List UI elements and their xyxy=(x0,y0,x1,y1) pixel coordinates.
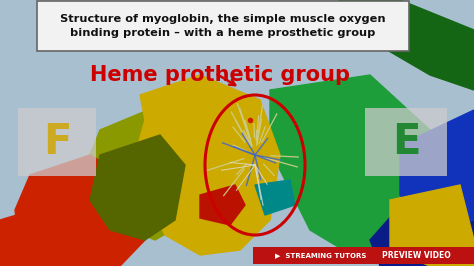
Polygon shape xyxy=(90,105,210,240)
FancyBboxPatch shape xyxy=(37,1,409,51)
Text: F: F xyxy=(43,121,71,163)
Polygon shape xyxy=(400,110,474,230)
Polygon shape xyxy=(270,75,440,260)
Bar xyxy=(18,108,96,176)
Bar xyxy=(253,247,474,264)
Text: Heme prothetic group: Heme prothetic group xyxy=(90,65,350,85)
Polygon shape xyxy=(320,0,474,90)
Text: PREVIEW VIDEO: PREVIEW VIDEO xyxy=(382,251,450,260)
Polygon shape xyxy=(255,180,295,215)
Polygon shape xyxy=(200,185,245,225)
Polygon shape xyxy=(90,135,185,240)
Polygon shape xyxy=(0,205,80,266)
Text: E: E xyxy=(392,121,420,163)
Polygon shape xyxy=(15,155,145,266)
Text: ▶  STREAMING TUTORS: ▶ STREAMING TUTORS xyxy=(275,252,367,259)
Bar xyxy=(365,108,447,176)
Text: Structure of myoglobin, the simple muscle oxygen: Structure of myoglobin, the simple muscl… xyxy=(60,14,386,24)
Polygon shape xyxy=(135,75,280,255)
Text: binding protein – with a heme prosthetic group: binding protein – with a heme prosthetic… xyxy=(70,28,376,38)
Polygon shape xyxy=(370,180,474,266)
Polygon shape xyxy=(390,185,474,266)
